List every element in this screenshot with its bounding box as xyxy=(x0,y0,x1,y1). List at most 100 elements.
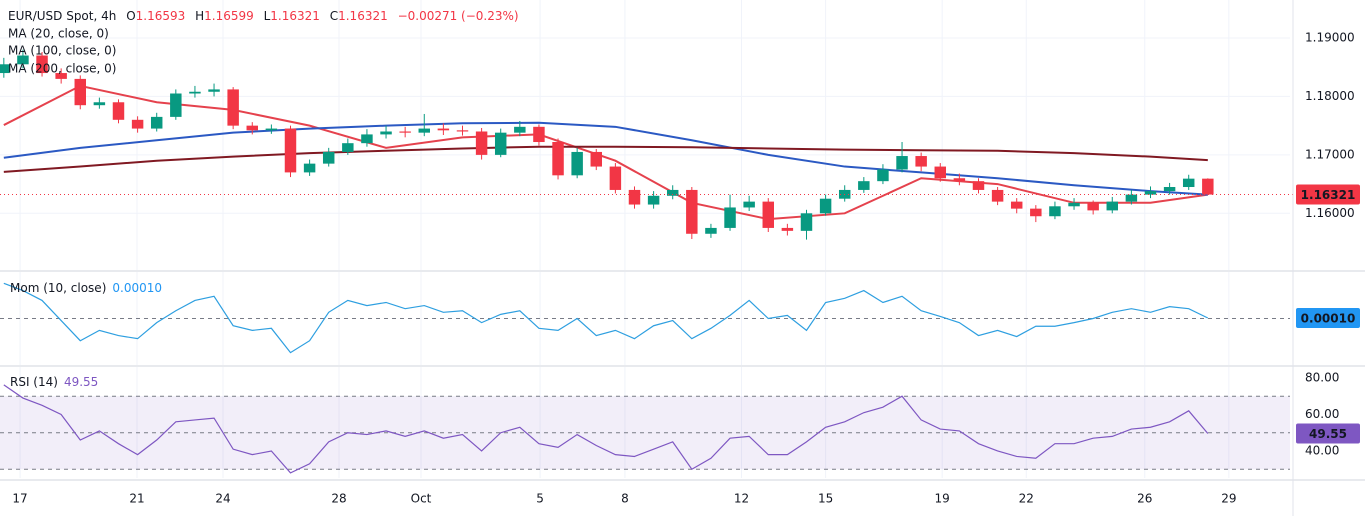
candle-body xyxy=(399,131,411,133)
indicator-value: 0.00010 xyxy=(112,281,162,295)
candle-body xyxy=(74,78,86,106)
indicator-value: 49.55 xyxy=(64,375,98,389)
ma-legend: MA (20, close, 0) xyxy=(8,27,109,41)
candle-body xyxy=(380,131,392,135)
x-tick-label: 17 xyxy=(12,492,27,506)
value-label: 0.00010 xyxy=(1301,311,1356,325)
candle-body xyxy=(991,189,1004,202)
y-tick-label: 1.16000 xyxy=(1305,206,1355,220)
ohlc-prefix: L xyxy=(264,9,271,23)
candle-body xyxy=(437,128,450,131)
candle-body xyxy=(1049,206,1061,217)
price-label-box xyxy=(1296,184,1360,205)
indicator-title: Mom (10, close) xyxy=(10,281,106,295)
candle-body xyxy=(877,169,889,182)
candle-body xyxy=(819,198,832,214)
candle-body xyxy=(36,55,48,74)
candle-body xyxy=(322,151,335,164)
candle-body xyxy=(1163,187,1176,192)
x-tick-label: 12 xyxy=(734,492,749,506)
x-tick-label: 15 xyxy=(818,492,833,506)
ma-legend: MA (200, close, 0) xyxy=(8,62,116,76)
candle-body xyxy=(55,73,67,79)
candle-body xyxy=(552,142,564,176)
indicator-title: RSI (14) xyxy=(10,375,58,389)
change: −0.00271 (−0.23%) xyxy=(398,9,519,23)
candle-body xyxy=(284,128,297,173)
candle-body xyxy=(1087,202,1099,211)
ohlc-prefix: O xyxy=(126,9,135,23)
candle-body xyxy=(1030,208,1042,217)
candle-body xyxy=(724,207,736,228)
candle-body xyxy=(150,116,163,129)
candle-body xyxy=(246,125,258,131)
candle-body xyxy=(666,189,679,196)
line-series xyxy=(3,121,1208,196)
high-value: 1.16599 xyxy=(204,9,254,23)
price-label: 1.16321 xyxy=(1301,188,1356,202)
candle-body xyxy=(800,213,813,231)
candle-body xyxy=(1068,202,1080,207)
candle-body xyxy=(93,102,106,106)
candle-body xyxy=(972,181,985,190)
candle-body xyxy=(418,128,430,133)
candle-body xyxy=(896,156,908,170)
candle-body xyxy=(686,189,698,234)
candle-body xyxy=(1125,194,1138,202)
candle-body xyxy=(361,134,373,144)
header: EUR/USD Spot, 4h O1.16593 H1.16599 L1.16… xyxy=(8,9,519,23)
y-tick-label: 1.17000 xyxy=(1305,147,1355,161)
x-tick-label: 26 xyxy=(1137,492,1152,506)
candle-body xyxy=(647,195,660,205)
candle-body xyxy=(571,151,583,176)
value-label: 49.55 xyxy=(1309,427,1347,441)
ohlc-prefix: C xyxy=(330,9,338,23)
candle-body xyxy=(17,55,29,65)
indicator-header: RSI (14) 49.55 xyxy=(10,375,98,389)
candle-body xyxy=(705,227,717,234)
x-tick-label: 24 xyxy=(215,492,230,506)
candle-body xyxy=(131,119,144,129)
candle-body xyxy=(303,163,316,173)
candle-body xyxy=(858,181,870,190)
candle-body xyxy=(590,151,602,167)
y-tick-label: 80.00 xyxy=(1305,370,1339,384)
symbol: EUR/USD Spot, 4h xyxy=(8,9,116,23)
indicator-header: Mom (10, close) 0.00010 xyxy=(10,281,162,295)
candle-body xyxy=(1182,178,1195,188)
x-tick-label: 29 xyxy=(1221,492,1236,506)
candle-body xyxy=(112,102,125,120)
value-label-box xyxy=(1296,307,1360,328)
candle-body xyxy=(1010,201,1023,209)
low-value: 1.16321 xyxy=(270,9,320,23)
candle-body xyxy=(189,91,201,94)
ma-legend: MA (100, close, 0) xyxy=(8,44,116,58)
value-label-box xyxy=(1296,423,1360,444)
y-tick-label: 1.18000 xyxy=(1305,89,1355,103)
candle-body xyxy=(456,130,469,132)
y-tick-label: 40.00 xyxy=(1305,443,1339,457)
candle-body xyxy=(265,128,278,131)
y-tick-label: 60.00 xyxy=(1305,407,1339,421)
candle-body xyxy=(953,178,966,182)
x-tick-label: 8 xyxy=(621,492,629,506)
candle-body xyxy=(170,93,182,117)
candle-body xyxy=(743,201,755,208)
candle-body xyxy=(762,201,774,228)
candle-body xyxy=(609,166,622,190)
candle-body xyxy=(475,131,488,155)
candle-body xyxy=(1106,201,1118,211)
line-series xyxy=(3,84,1208,221)
y-tick-label: 1.19000 xyxy=(1305,30,1355,44)
candle-body xyxy=(514,126,526,133)
candle-body xyxy=(934,166,946,179)
x-tick-label: 28 xyxy=(331,492,346,506)
candle-body xyxy=(494,132,507,155)
line-series xyxy=(3,384,1209,474)
x-tick-label: 21 xyxy=(129,492,144,506)
x-tick-label: 19 xyxy=(935,492,950,506)
line-series xyxy=(3,282,1209,354)
candle-body xyxy=(0,64,10,74)
